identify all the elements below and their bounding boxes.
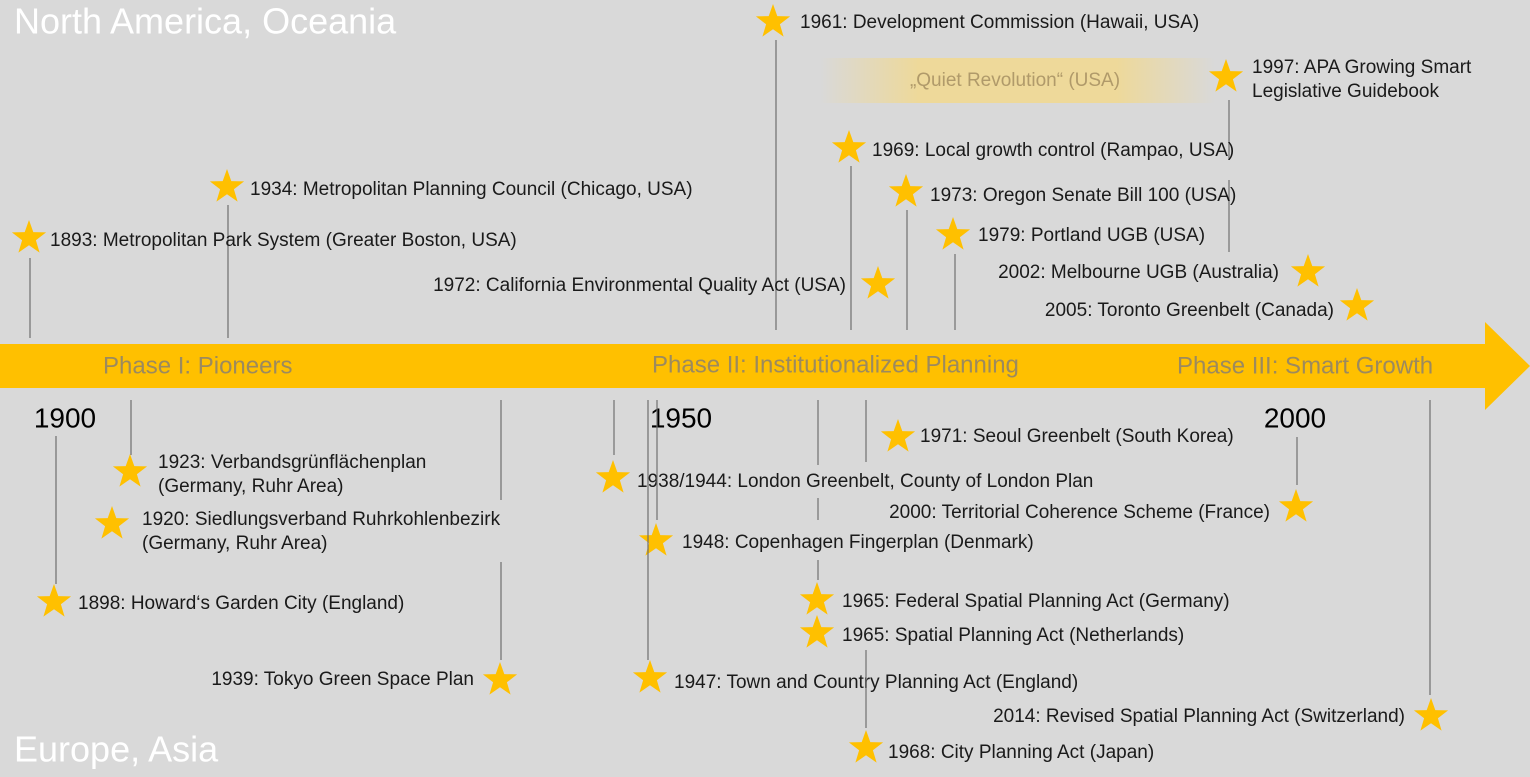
region-label: Europe, Asia <box>14 729 219 770</box>
event-label: 1923: Verbandsgrünflächenplan <box>158 452 426 473</box>
highlight-label: „Quiet Revolution“ (USA) <box>910 70 1120 91</box>
event-label: 1938/1944: London Greenbelt, County of L… <box>637 471 1093 492</box>
event-label: 1948: Copenhagen Fingerplan (Denmark) <box>682 532 1034 553</box>
year-label: 1900 <box>34 402 96 433</box>
event-label: 1893: Metropolitan Park System (Greater … <box>50 230 517 251</box>
event-label: 1972: California Environmental Quality A… <box>433 275 846 296</box>
event-label: (Germany, Ruhr Area) <box>142 533 327 554</box>
event-label: 1934: Metropolitan Planning Council (Chi… <box>250 179 693 200</box>
event-label: 1979: Portland UGB (USA) <box>978 225 1205 246</box>
event-label: 2000: Territorial Coherence Scheme (Fran… <box>889 502 1270 523</box>
event-label: 1920: Siedlungsverband Ruhrkohlenbezirk <box>142 509 501 530</box>
year-label: 2000 <box>1264 402 1326 433</box>
event-label: 1969: Local growth control (Rampao, USA) <box>872 140 1234 161</box>
event-label: 1965: Federal Spatial Planning Act (Germ… <box>842 591 1230 612</box>
event-label: 1961: Development Commission (Hawaii, US… <box>800 12 1199 33</box>
event-label: 1939: Tokyo Green Space Plan <box>211 669 474 690</box>
event-label: 1997: APA Growing Smart <box>1252 57 1472 78</box>
event-label: (Germany, Ruhr Area) <box>158 476 343 497</box>
event-label: 1968: City Planning Act (Japan) <box>888 742 1154 763</box>
event-label: 1973: Oregon Senate Bill 100 (USA) <box>930 185 1236 206</box>
time-arrow <box>0 322 1530 410</box>
event-label: 1898: Howard‘s Garden City (England) <box>78 593 404 614</box>
events: 1961: Development Commission (Hawaii, US… <box>11 4 1472 763</box>
event-label: 2002: Melbourne UGB (Australia) <box>998 262 1279 283</box>
region-label: North America, Oceania <box>14 1 397 42</box>
phase-label: Phase I: Pioneers <box>103 352 292 379</box>
event-label: 1947: Town and Country Planning Act (Eng… <box>674 672 1078 693</box>
event-label: 1971: Seoul Greenbelt (South Korea) <box>920 426 1234 447</box>
event-label: Legislative Guidebook <box>1252 81 1439 102</box>
highlight-band <box>820 58 1215 103</box>
phase-label: Phase II: Institutionalized Planning <box>652 351 1019 378</box>
event-label: 2014: Revised Spatial Planning Act (Swit… <box>993 706 1405 727</box>
event-label: 1965: Spatial Planning Act (Netherlands) <box>842 625 1184 646</box>
year-label: 1950 <box>650 402 712 433</box>
phase-label: Phase III: Smart Growth <box>1177 352 1433 379</box>
event-label: 2005: Toronto Greenbelt (Canada) <box>1045 300 1334 321</box>
